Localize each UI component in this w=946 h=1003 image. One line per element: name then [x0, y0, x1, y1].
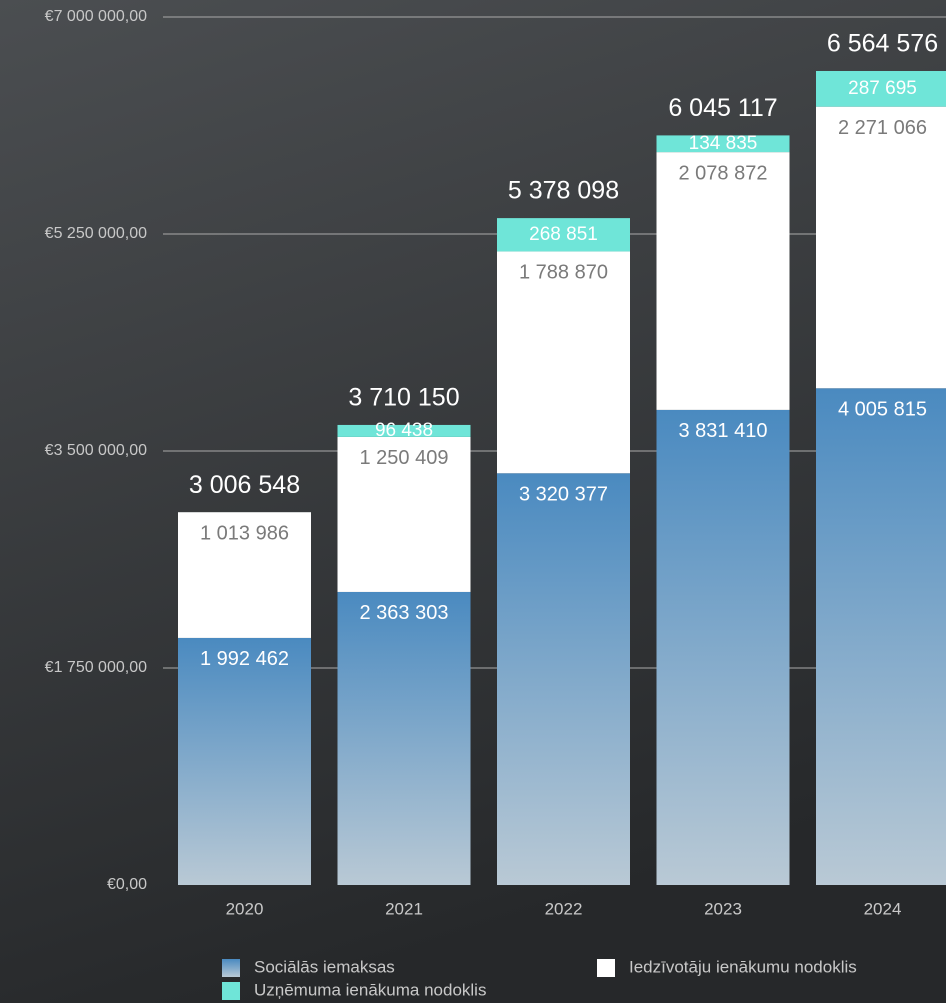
legend-swatch — [222, 959, 240, 977]
value-label: 268 851 — [529, 224, 598, 245]
value-label: 2 271 066 — [838, 117, 927, 139]
bar-segment — [816, 388, 946, 885]
value-label: 96 438 — [375, 420, 433, 441]
value-label: 3 831 410 — [679, 420, 768, 442]
total-label: 6 564 576 — [827, 30, 938, 58]
bar-segment — [178, 512, 311, 638]
bar-segment — [656, 409, 790, 885]
total-label: 3 006 548 — [189, 471, 300, 499]
bar-segment — [816, 70, 946, 107]
y-tick-label: €0,00 — [107, 876, 147, 893]
value-label: 1 013 986 — [200, 522, 289, 544]
x-tick-label: 2020 — [226, 899, 264, 918]
bar-segment — [497, 473, 630, 885]
value-label: 1 788 870 — [519, 262, 608, 284]
value-label: 2 078 872 — [679, 162, 768, 184]
bar-segment — [656, 152, 790, 410]
bar-segment — [337, 436, 471, 592]
x-tick-label: 2024 — [864, 899, 902, 918]
value-label: 1 250 409 — [360, 447, 449, 469]
bar-segment — [656, 135, 790, 153]
value-label: 3 320 377 — [519, 484, 608, 506]
bar-segment — [497, 251, 630, 474]
value-label: 287 695 — [848, 78, 917, 99]
y-tick-label: €1 750 000,00 — [45, 659, 147, 676]
bar-segment — [816, 106, 946, 389]
legend-label: Iedzīvotāju ienākumu nodoklis — [629, 957, 857, 976]
y-tick-label: €7 000 000,00 — [45, 8, 147, 25]
total-label: 3 710 150 — [348, 384, 459, 412]
bar-segment — [178, 637, 311, 885]
y-tick-label: €3 500 000,00 — [45, 442, 147, 459]
x-tick-label: 2021 — [385, 899, 423, 918]
value-label: 2 363 303 — [360, 602, 449, 624]
bar-segment — [497, 218, 630, 252]
total-label: 6 045 117 — [668, 94, 777, 122]
value-label: 1 992 462 — [200, 648, 289, 670]
legend-label: Sociālās iemaksas — [254, 957, 395, 976]
value-label: 4 005 815 — [838, 399, 927, 421]
y-tick-label: €5 250 000,00 — [45, 225, 147, 242]
bar-segment — [337, 591, 471, 885]
bar-segment — [337, 424, 471, 437]
legend-swatch — [597, 959, 615, 977]
x-tick-label: 2022 — [545, 899, 583, 918]
value-label: 134 835 — [689, 133, 758, 154]
total-label: 5 378 098 — [508, 177, 619, 205]
legend-swatch — [222, 982, 240, 1000]
x-tick-label: 2023 — [704, 899, 742, 918]
legend-label: Uzņēmuma ienākuma nodoklis — [254, 980, 486, 999]
